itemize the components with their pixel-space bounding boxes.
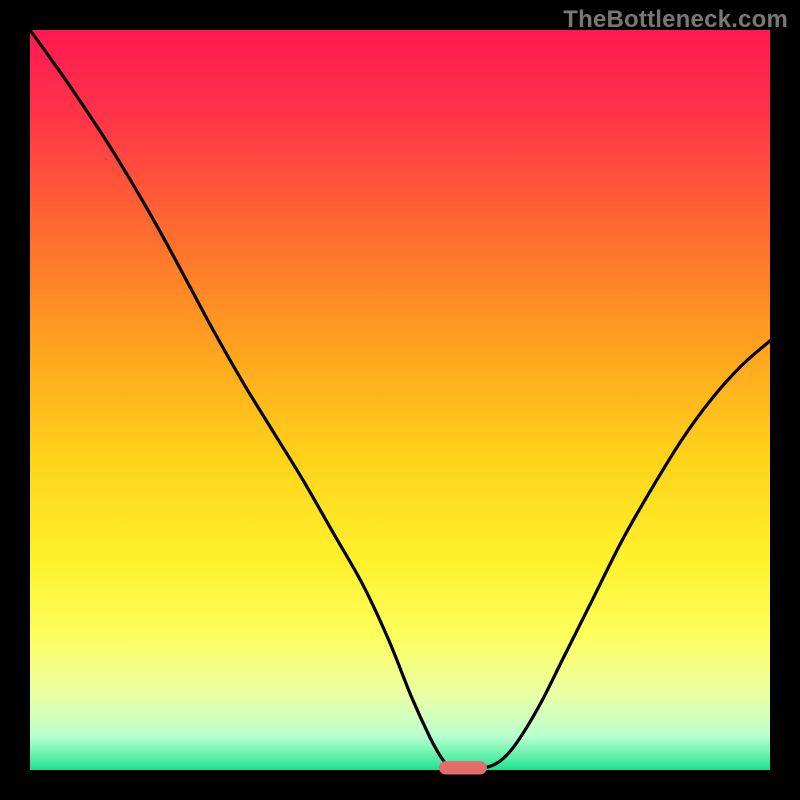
chart-svg bbox=[0, 0, 800, 800]
optimal-marker bbox=[439, 761, 487, 774]
plot-area bbox=[30, 30, 770, 770]
watermark-text: TheBottleneck.com bbox=[563, 6, 788, 34]
bottleneck-chart: TheBottleneck.com bbox=[0, 0, 800, 800]
